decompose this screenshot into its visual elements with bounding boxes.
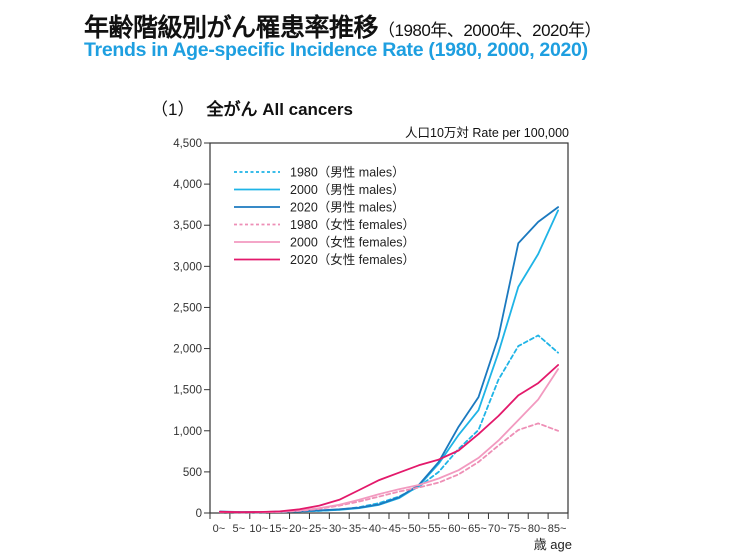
y-tick-label: 4,500 xyxy=(173,138,202,150)
x-tick-label: 85~ xyxy=(548,523,567,535)
axes: 0 500 1,000 1,500 2,000 2,500 3,000 3,500 4,000 4… xyxy=(173,138,569,535)
legend-label-2: 2020（男性 males） xyxy=(290,201,405,215)
title-jp-main: 年齢階級別がん罹患率推移 xyxy=(84,14,379,42)
x-tick-label: 45~ xyxy=(389,523,408,535)
x-axis-label: 歳 age xyxy=(534,537,572,552)
x-tick-label: 15~ xyxy=(269,523,288,535)
x-tick-label: 75~ xyxy=(508,523,527,535)
x-tick-label: 25~ xyxy=(309,523,328,535)
x-tick-label: 65~ xyxy=(468,523,487,535)
plot-frame xyxy=(209,142,569,514)
x-tick-label: 20~ xyxy=(289,523,308,535)
series-layer xyxy=(218,206,559,514)
chart-subtitle: （1） 全がん All cancers xyxy=(151,95,353,120)
unit-label: 人口10万対 Rate per 100,000 xyxy=(405,126,569,140)
panel-name: 全がん All cancers xyxy=(206,100,353,119)
series-line-5 xyxy=(218,364,559,514)
y-tick-label: 4,000 xyxy=(173,179,202,191)
x-tick-label: 10~ xyxy=(249,523,268,535)
x-tick-label: 40~ xyxy=(369,523,388,535)
x-tick-label: 60~ xyxy=(448,523,467,535)
page-title-jp: 年齢階級別がん罹患率推移（1980年、2000年、2020年） xyxy=(84,8,601,44)
legend-label-0: 1980（男性 males） xyxy=(290,166,405,180)
series-line-0 xyxy=(218,334,559,514)
x-tick-label: 80~ xyxy=(528,523,547,535)
y-tick-label: 3,000 xyxy=(173,261,202,273)
x-tick-label: 0~ xyxy=(213,523,226,535)
legend-label-1: 2000（男性 males） xyxy=(290,183,405,197)
y-tick-label: 1,000 xyxy=(173,426,202,438)
x-tick-label: 70~ xyxy=(488,523,507,535)
y-tick-label: 2,500 xyxy=(173,302,202,314)
x-tick-label: 50~ xyxy=(408,523,427,535)
y-tick-label: 2,000 xyxy=(173,344,202,356)
y-tick-label: 3,500 xyxy=(173,220,202,232)
x-tick-label: 55~ xyxy=(428,523,447,535)
y-tick-label: 0 xyxy=(196,508,202,520)
y-tick-label: 500 xyxy=(183,467,202,479)
y-tick-label: 1,500 xyxy=(173,385,202,397)
page-title-en: Trends in Age-specific Incidence Rate (1… xyxy=(84,39,588,61)
title-jp-years: （1980年、2000年、2020年） xyxy=(378,21,601,40)
panel-number: （1） xyxy=(151,100,195,119)
legend-label-3: 1980（女性 females） xyxy=(290,217,415,232)
x-tick-label: 5~ xyxy=(233,523,246,535)
x-tick-label: 30~ xyxy=(329,523,348,535)
legend: 1980（男性 males） 2000（男性 males） 2020（男性 male… xyxy=(234,166,415,267)
series-line-4 xyxy=(218,368,559,514)
x-tick-label: 35~ xyxy=(349,523,368,535)
legend-label-5: 2020（女性 females） xyxy=(290,252,415,267)
legend-label-4: 2000（女性 females） xyxy=(290,235,415,250)
